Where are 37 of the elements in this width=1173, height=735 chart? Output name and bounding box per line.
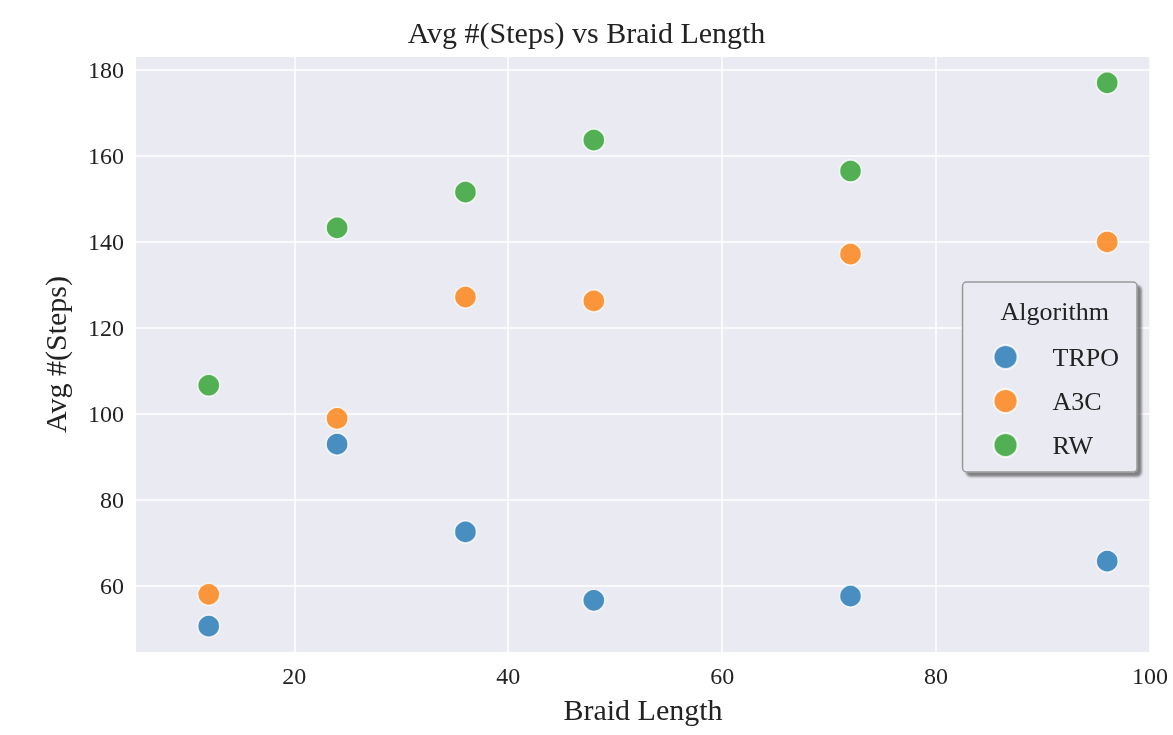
point: [582, 128, 606, 152]
x-tick-label: 40: [496, 663, 521, 689]
point: [325, 216, 349, 240]
y-tick-label: 180: [88, 56, 124, 83]
point: [582, 588, 606, 613]
y-tick-label: 160: [88, 142, 124, 169]
legend-label: RW: [1052, 430, 1094, 460]
point: [838, 584, 863, 608]
legend-label: A3C: [1052, 386, 1102, 416]
x-axis-title: Braid Length: [563, 692, 723, 726]
legend-label: TRPO: [1052, 342, 1120, 372]
point: [1095, 71, 1119, 95]
point: [838, 242, 863, 266]
point: [453, 180, 478, 204]
x-tick-label: 20: [282, 663, 307, 689]
point: [197, 373, 221, 397]
point: [325, 432, 349, 456]
x-tick-label: 80: [924, 663, 949, 689]
chart-title: Avg #(Steps) vs Braid Length: [407, 15, 766, 50]
point: [453, 520, 478, 544]
point: [197, 614, 221, 638]
point: [453, 285, 478, 309]
point: [582, 289, 606, 313]
x-tick-label: 60: [710, 663, 735, 689]
y-axis-title: Avg #(Steps): [38, 276, 73, 433]
point: [325, 406, 349, 431]
y-tick-label: 140: [88, 229, 124, 255]
point: [1095, 549, 1119, 573]
legend-title: Algorithm: [1000, 296, 1109, 326]
y-tick-label: 60: [100, 573, 124, 600]
x-tick-label: 100: [1132, 663, 1168, 689]
point: [1095, 230, 1119, 254]
y-tick-label: 80: [100, 487, 124, 514]
point: [838, 159, 863, 183]
y-tick-label: 100: [88, 401, 124, 428]
point: [197, 582, 221, 607]
y-tick-label: 120: [88, 315, 124, 342]
